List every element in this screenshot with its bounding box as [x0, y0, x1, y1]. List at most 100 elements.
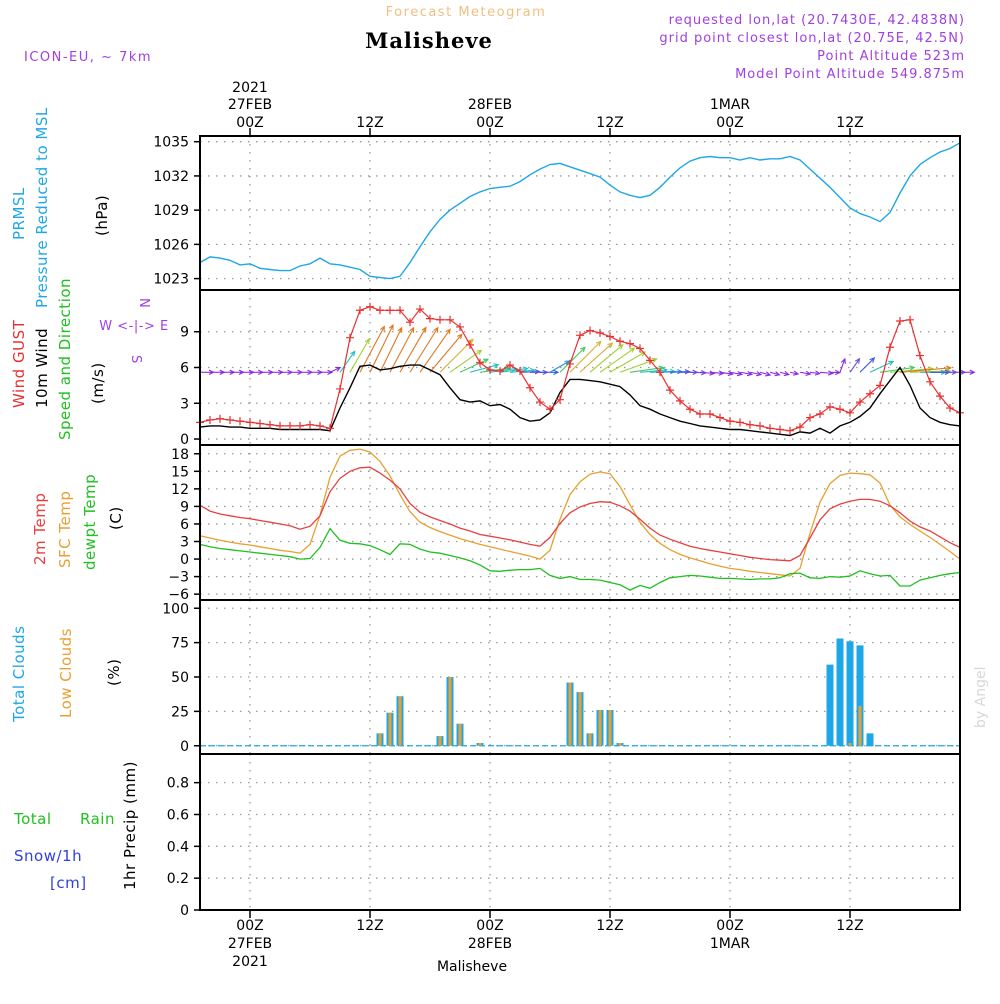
gust-marker: [306, 421, 314, 429]
y-tick-label: 1023: [153, 272, 189, 288]
pressure-unit: (hPa): [93, 195, 111, 236]
top-time-label: 00Z: [476, 115, 503, 131]
product-title: Forecast Meteogram: [386, 5, 547, 20]
gust-marker: [726, 417, 734, 425]
gust-marker: [746, 421, 754, 429]
bottom-location: Malisheve: [437, 959, 507, 975]
top-time-label: 28FEB: [468, 97, 512, 113]
clouds-unit: (%): [105, 659, 123, 686]
y-tick-label: 0.8: [167, 776, 189, 792]
clouds-label-1: Total Clouds: [10, 626, 28, 723]
y-tick-label: 0.2: [167, 871, 189, 887]
panel-frame: [200, 290, 960, 445]
y-tick-label: 1029: [153, 203, 189, 219]
wind-arrow: [330, 367, 340, 372]
gust-marker: [706, 410, 714, 418]
gust-marker: [826, 403, 834, 411]
panel-frame: [200, 136, 960, 290]
bottom-time-label: 27FEB: [228, 936, 272, 952]
low-cloud-bar: [619, 743, 622, 746]
gust-marker: [346, 334, 354, 342]
y-tick-label: 6: [180, 361, 189, 377]
wind-arrow-shaft: [560, 347, 585, 372]
low-cloud-bar: [459, 724, 462, 746]
y-tick-label: 9: [180, 325, 189, 341]
gust-marker: [906, 316, 914, 324]
bottom-time-label: 00Z: [716, 918, 743, 934]
y-tick-label: 0.4: [167, 839, 189, 855]
wind-arrow-shaft: [380, 328, 402, 372]
gust-marker: [576, 331, 584, 339]
top-time-label: 12Z: [596, 115, 623, 131]
y-tick-label: −3: [168, 570, 189, 586]
gust-marker: [246, 418, 254, 426]
low-cloud-bar: [439, 736, 442, 746]
y-tick-label: 9: [180, 499, 189, 515]
wind-arrow-shaft: [450, 350, 481, 372]
low-cloud-bar: [479, 743, 482, 746]
y-tick-label: 18: [171, 447, 189, 463]
precip-label-cm: [cm]: [50, 874, 87, 892]
low-cloud-bar: [589, 733, 592, 745]
y-tick-label: 6: [180, 517, 189, 533]
wind-arrow: [450, 350, 481, 372]
gust-marker: [316, 422, 324, 430]
bottom-time-label: 12Z: [836, 918, 863, 934]
credit-label: by Angel: [973, 667, 989, 728]
wind-arrow-shaft: [860, 358, 874, 372]
wind-label-1: Wind GUST: [10, 319, 28, 408]
gust-marker: [486, 366, 494, 374]
gust-marker: [536, 398, 544, 406]
top-time-label: 2021: [232, 80, 268, 96]
bottom-time-label: 12Z: [596, 918, 623, 934]
wind-arrow-shaft: [850, 359, 859, 373]
total-cloud-bar: [847, 641, 854, 746]
gust-marker: [606, 333, 614, 341]
y-tick-label: 0: [180, 903, 189, 919]
wind-arrow: [550, 361, 569, 372]
precip-label-rain: Rain: [80, 810, 115, 828]
gust-marker: [476, 359, 484, 367]
y-tick-label: 1035: [153, 135, 189, 151]
y-tick-label: 3: [180, 396, 189, 412]
y-tick-label: 3: [180, 535, 189, 551]
y-tick-label: 0.6: [167, 807, 189, 823]
low-cloud-bar: [859, 706, 862, 746]
low-cloud-bar: [449, 677, 452, 746]
wind-arrow: [840, 359, 845, 372]
wind-arrow: [800, 371, 810, 375]
temp-label-1: 2m Temp: [31, 493, 49, 565]
gust-marker: [786, 427, 794, 435]
info-model-alt: Model Point Altitude 549.875m: [735, 67, 965, 82]
top-time-label: 12Z: [836, 115, 863, 131]
low-cloud-bar: [399, 696, 402, 746]
pressure-line: [200, 143, 960, 279]
gust-marker: [256, 420, 264, 428]
bottom-time-label: 12Z: [356, 918, 383, 934]
total-cloud-bar: [827, 665, 834, 746]
wind-arrow: [770, 372, 779, 376]
gust-marker: [896, 317, 904, 325]
wind-arrow: [810, 371, 820, 375]
total-cloud-bar: [867, 733, 874, 745]
gust-marker: [736, 418, 744, 426]
y-tick-label: 15: [171, 464, 189, 480]
top-time-label: 00Z: [716, 115, 743, 131]
clouds-label-2: Low Clouds: [57, 628, 75, 718]
gust-marker: [776, 426, 784, 434]
bottom-time-label: 1MAR: [710, 936, 751, 952]
gust-marker: [456, 323, 464, 331]
temp-label-3: dewpt Temp: [81, 474, 99, 570]
gust-marker: [296, 422, 304, 430]
gust-marker: [716, 414, 724, 422]
wind-arrow: [380, 328, 402, 372]
top-time-label: 27FEB: [228, 97, 272, 113]
info-point-alt: Point Altitude 523m: [817, 49, 965, 64]
y-tick-label: 0: [180, 739, 189, 755]
